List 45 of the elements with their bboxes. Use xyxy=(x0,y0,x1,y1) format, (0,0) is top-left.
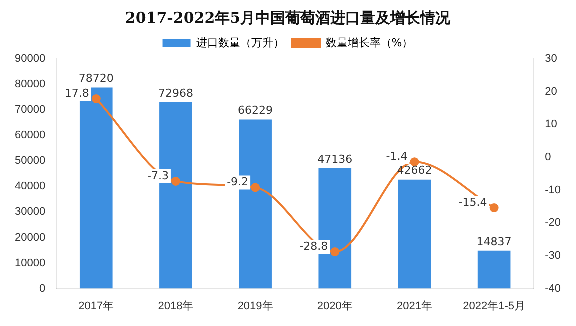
point xyxy=(490,204,499,213)
x-tick-label: 2020年 xyxy=(317,300,353,312)
x-tick-label: 2021年 xyxy=(396,300,432,312)
legend-label: 进口数量（万升） xyxy=(196,36,284,50)
point xyxy=(330,248,340,257)
y-tick-label: 20000 xyxy=(14,232,46,244)
data-label: 66229 xyxy=(238,104,274,118)
chart-title: 2017-2022年5月中国葡萄酒进口量及增长情况 xyxy=(125,8,452,27)
y-tick-label: 60000 xyxy=(14,130,46,142)
y2-tick-label: -20 xyxy=(545,217,562,230)
point xyxy=(92,94,101,104)
y-tick-label: 90000 xyxy=(14,53,46,66)
legend-label: 数量增长率（%） xyxy=(326,36,414,50)
bar xyxy=(478,250,511,289)
data-label: -7.3 xyxy=(148,169,169,182)
y2-tick-label: -30 xyxy=(545,250,562,262)
y-tick-label: 40000 xyxy=(14,180,46,193)
y2-tick-label: 0 xyxy=(545,152,552,164)
bar xyxy=(398,180,432,289)
x-tick-label: 2018年 xyxy=(158,300,194,312)
y-tick-label: 0 xyxy=(39,282,46,295)
y2-tick-label: 30 xyxy=(545,53,558,66)
data-label: 17.8 xyxy=(64,86,90,100)
x-tick-label: 2017年 xyxy=(78,300,114,312)
y2-tick-label: -10 xyxy=(545,184,562,196)
data-label: 47136 xyxy=(318,152,353,166)
y2-tick-label: 10 xyxy=(545,118,558,131)
y-tick-label: 10000 xyxy=(14,257,46,270)
y-tick-label: 80000 xyxy=(14,78,46,91)
x-tick-label: 2022年1-5月 xyxy=(463,300,526,312)
data-label: -9.2 xyxy=(227,176,249,189)
y-tick-label: 70000 xyxy=(14,104,46,116)
point xyxy=(251,183,260,192)
y-tick-label: 50000 xyxy=(14,155,46,168)
data-label: 78720 xyxy=(78,72,114,86)
data-label: -15.4 xyxy=(458,196,488,209)
y-tick-label: 30000 xyxy=(14,206,46,218)
y2-tick-label: 20 xyxy=(545,86,558,98)
data-label: 14837 xyxy=(476,235,512,248)
x-tick-label: 2019年 xyxy=(238,300,274,312)
point xyxy=(171,176,180,186)
y2-tick-label: -40 xyxy=(545,282,562,295)
data-label: -28.8 xyxy=(300,240,328,253)
data-label: 72968 xyxy=(158,86,194,100)
data-label: -1.4 xyxy=(386,150,408,163)
